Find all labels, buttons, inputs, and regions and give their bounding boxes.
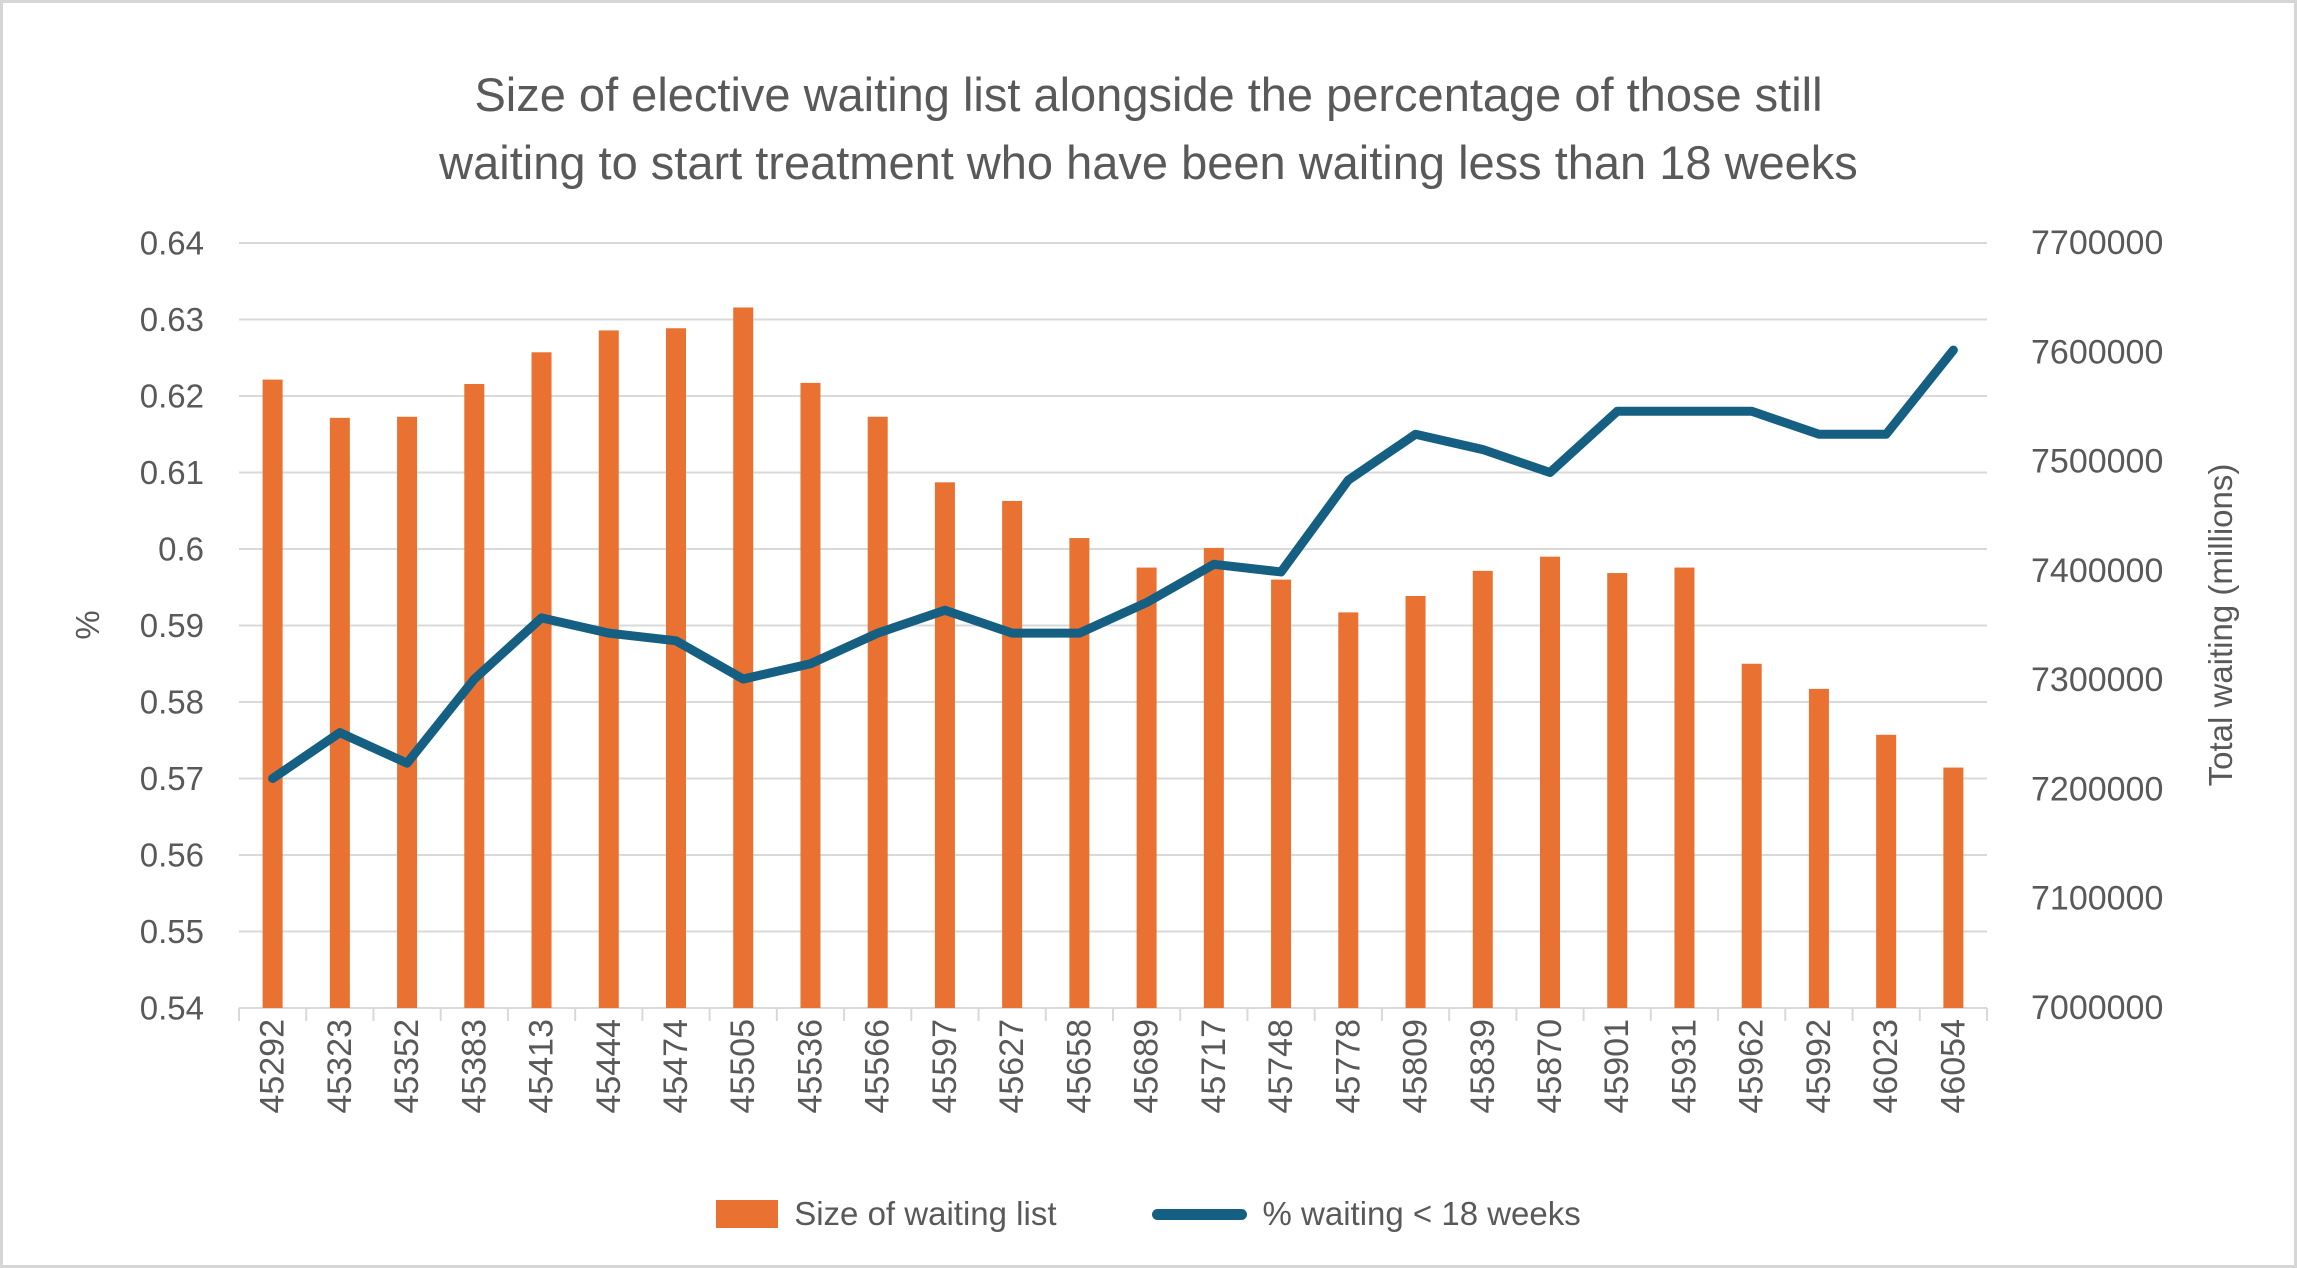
- x-axis-tick-label: 45352: [388, 1019, 426, 1114]
- right-axis-tick-label: 7200000: [2031, 770, 2163, 808]
- x-axis-tick-label: 45627: [993, 1019, 1031, 1114]
- left-axis-tick-label: 0.58: [140, 684, 204, 721]
- x-axis-tick-label: 45962: [1733, 1019, 1771, 1114]
- x-axis-tick-label: 45870: [1531, 1019, 1569, 1114]
- x-axis-tick-label: 45839: [1464, 1019, 1502, 1114]
- bar: [1607, 573, 1628, 1008]
- bar: [397, 416, 418, 1008]
- bar: [1943, 767, 1964, 1008]
- x-axis-tick-label: 45901: [1598, 1019, 1636, 1114]
- x-axis-tick-label: 45536: [791, 1019, 829, 1114]
- x-axis-tick-label: 45778: [1329, 1019, 1367, 1114]
- x-axis-tick-label: 45992: [1800, 1019, 1838, 1114]
- x-axis-tick-label: 45689: [1128, 1019, 1166, 1114]
- x-axis-tick-label: 45323: [321, 1019, 359, 1114]
- line-series-swatch: [1151, 1208, 1247, 1220]
- left-axis-tick-label: 0.59: [140, 607, 204, 644]
- left-axis-tick-label: 0.63: [140, 301, 204, 338]
- right-axis-tick-label: 7000000: [2031, 989, 2163, 1027]
- legend-label-bars: Size of waiting list: [794, 1195, 1057, 1232]
- bar: [1136, 567, 1157, 1008]
- bar: [1808, 688, 1829, 1008]
- chart-title: Size of elective waiting list alongside …: [3, 61, 2294, 197]
- left-axis-title: %: [69, 610, 106, 640]
- bar: [598, 330, 619, 1008]
- x-axis-tick-label: 45566: [859, 1019, 897, 1114]
- x-axis-tick-label: 45931: [1665, 1019, 1703, 1114]
- right-axis-tick-label: 7400000: [2031, 552, 2163, 590]
- bar: [1876, 734, 1897, 1008]
- bar: [733, 307, 754, 1008]
- x-axis-tick-label: 45383: [455, 1019, 493, 1114]
- x-axis-tick-label: 46023: [1867, 1019, 1905, 1114]
- left-axis-tick-label: 0.54: [140, 990, 204, 1027]
- bar: [666, 328, 686, 1008]
- left-axis-tick-label: 0.6: [158, 531, 204, 568]
- bar: [531, 352, 552, 1008]
- x-axis-tick-label: 45444: [590, 1019, 628, 1114]
- legend-item-bars: Size of waiting list: [716, 1195, 1057, 1233]
- x-axis-tick-label: 45748: [1262, 1019, 1300, 1114]
- chart-title-line-2: waiting to start treatment who have been…: [439, 136, 1858, 189]
- bar: [1472, 570, 1493, 1008]
- right-axis-title: Total waiting (millions): [2202, 463, 2239, 787]
- x-axis-tick-label: 45597: [926, 1019, 964, 1114]
- left-axis-tick-label: 0.56: [140, 837, 204, 874]
- left-axis-tick-label: 0.64: [140, 225, 204, 262]
- left-axis-tick-label: 0.62: [140, 378, 204, 415]
- chart-plot-area: 0.64 0.63 0.62 0.61 0.6 0.59 0.58 0.57 0.56 0.55 0…: [140, 224, 2164, 1114]
- bar: [867, 416, 888, 1008]
- right-axis-tick-label: 7300000: [2031, 661, 2163, 699]
- right-axis-tick-label: 7500000: [2031, 443, 2163, 481]
- bar: [934, 482, 955, 1009]
- bar: [1674, 567, 1695, 1008]
- chart-title-line-1: Size of elective waiting list alongside …: [474, 68, 1823, 121]
- bar: [1405, 595, 1426, 1008]
- x-axis-tick-label: 45292: [254, 1019, 292, 1114]
- trend-line: [268, 345, 1958, 783]
- bar: [464, 383, 485, 1008]
- bar: [1338, 612, 1359, 1008]
- x-axis-tick-label: 45413: [523, 1019, 561, 1114]
- right-axis-tick-label: 7600000: [2031, 333, 2163, 371]
- legend: Size of waiting list % waiting < 18 week…: [3, 1195, 2294, 1233]
- bar: [800, 382, 821, 1008]
- x-axis-tick-label: 45474: [657, 1019, 695, 1114]
- left-axis-tick-label: 0.57: [140, 760, 204, 797]
- bar: [1069, 538, 1090, 1008]
- legend-item-line: % waiting < 18 weeks: [1151, 1195, 1581, 1233]
- right-axis-tick-label: 7100000: [2031, 880, 2163, 918]
- x-axis-tick-label: 45717: [1195, 1019, 1233, 1114]
- bar: [1271, 579, 1292, 1008]
- bar: [262, 379, 283, 1008]
- legend-label-line: % waiting < 18 weeks: [1262, 1195, 1581, 1232]
- bar-series-swatch: [716, 1200, 779, 1228]
- x-axis-tick-label: 45658: [1060, 1019, 1098, 1114]
- bar: [1741, 663, 1762, 1008]
- left-axis-tick-label: 0.55: [140, 913, 204, 950]
- bar: [1002, 500, 1023, 1008]
- bar: [329, 417, 350, 1008]
- x-axis-tick-label: 45809: [1397, 1019, 1435, 1114]
- right-axis-tick-label: 7700000: [2031, 224, 2163, 262]
- x-axis-tick-label: 46054: [1934, 1019, 1972, 1114]
- left-axis-tick-label: 0.61: [140, 454, 204, 491]
- bar: [1540, 556, 1560, 1008]
- x-axis-tick-label: 45505: [724, 1019, 762, 1114]
- bar: [1203, 547, 1224, 1008]
